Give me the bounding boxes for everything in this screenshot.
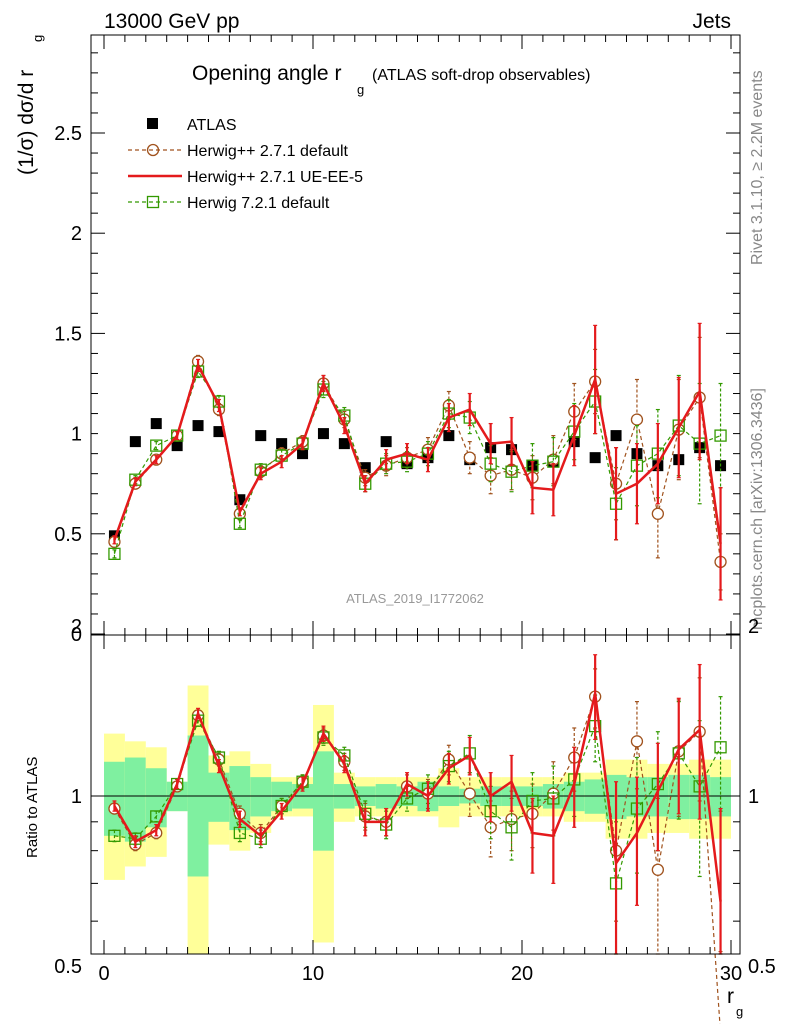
ratio-band-layer <box>104 685 731 954</box>
atlas-data-point <box>150 418 162 430</box>
atlas-data-point <box>610 430 622 442</box>
lower-y-tick-label-right: 0.5 <box>748 956 776 978</box>
ratio-herwig7-point <box>170 777 184 791</box>
herwigpp-default-point <box>651 507 664 520</box>
header-right: Jets <box>692 10 731 33</box>
legend-marker-herwigpp-default <box>146 143 160 157</box>
atlas-data-point <box>359 462 371 474</box>
herwig7-point <box>150 439 163 452</box>
legend-marker-herwig7 <box>146 195 160 209</box>
atlas-data-point <box>338 438 350 450</box>
xlabel: r <box>727 985 734 1008</box>
lower-axes: 0.5 0.51 12 20 10 20 30 <box>54 616 776 985</box>
analysis-id-label: ATLAS_2019_I1772062 <box>346 591 484 606</box>
legend-marker-atlas <box>147 118 158 129</box>
legend: ATLAS Herwig++ 2.7.1 default Herwig++ 2.… <box>128 117 363 212</box>
ratio-herwigpp-ueee5-line <box>113 693 722 902</box>
herwig7-line <box>113 370 721 555</box>
x-tick-label: 10 <box>302 963 324 985</box>
x-tick-label: 30 <box>720 963 742 985</box>
upper-axes: 0 0.5 1 1.5 2 2.5 <box>54 35 740 646</box>
upper-y-tick-label: 0.5 <box>54 524 82 546</box>
upper-ylabel: (1/σ) dσ/d r <box>15 70 38 175</box>
lower-y-tick-label: 2 <box>71 616 82 638</box>
ratio-band-inner <box>187 735 209 877</box>
herwigpp-ueee5-line <box>113 362 722 544</box>
upper-y-tick-label: 2.5 <box>54 123 82 145</box>
ratio-band-inner <box>250 777 272 817</box>
lower-panel-frame <box>90 634 741 955</box>
lower-y-tick-label: 1 <box>71 786 82 808</box>
ratio-band-inner <box>208 772 230 822</box>
atlas-data-point <box>380 436 392 448</box>
herwig7-point <box>714 429 727 442</box>
header-left: 13000 GeV pp <box>104 10 239 33</box>
ratio-herwig7-point <box>108 829 121 842</box>
atlas-data-point <box>171 440 183 452</box>
mcplots-label: mcplots.cern.ch [arXiv:1306.3436] <box>749 388 766 630</box>
ratio-band-inner <box>584 779 606 814</box>
atlas-data-point <box>129 436 141 448</box>
upper-y-tick-label: 2 <box>71 223 82 245</box>
lower-series-layer <box>108 654 727 1024</box>
rivet-version-label: Rivet 3.1.10, ≥ 2.2M events <box>749 70 766 265</box>
xlabel-subscript: g <box>736 1004 743 1019</box>
x-tick-label: 20 <box>511 963 533 985</box>
atlas-data-point <box>192 420 204 432</box>
herwig7-point <box>233 517 247 530</box>
atlas-data-point <box>317 428 329 440</box>
herwigpp-default-point <box>630 413 644 426</box>
legend-label-atlas: ATLAS <box>187 117 237 134</box>
herwigpp-default-point <box>463 451 476 464</box>
chart-title-subscript: g <box>357 82 364 97</box>
atlas-data-point <box>297 448 309 460</box>
chart-title-suffix: (ATLAS soft-drop observables) <box>372 67 590 84</box>
x-tick-label: 0 <box>98 963 109 985</box>
upper-series-layer <box>108 322 727 601</box>
atlas-data-point <box>589 452 601 464</box>
herwigpp-default-line <box>113 359 722 562</box>
legend-label-herwigpp-default: Herwig++ 2.7.1 default <box>187 143 349 160</box>
atlas-data-point <box>443 430 455 442</box>
lower-y-tick-label-right: 1 <box>748 786 759 808</box>
lower-ylabel: Ratio to ATLAS <box>24 757 41 858</box>
ratio-herwigpp-default-point <box>463 787 476 800</box>
atlas-data-point <box>213 426 225 438</box>
atlas-data-point <box>276 438 288 450</box>
ratio-herwig7-point <box>505 821 518 834</box>
ratio-band-inner <box>104 761 125 836</box>
legend-label-herwigpp-ueee5: Herwig++ 2.7.1 UE-EE-5 <box>187 169 363 186</box>
upper-y-tick-label: 1.5 <box>54 323 82 345</box>
ratio-herwig7-point <box>714 741 727 754</box>
ratio-band-inner <box>313 751 334 851</box>
herwig7-point <box>108 547 121 560</box>
lower-y-tick-label: 0.5 <box>54 956 82 978</box>
ratio-herwigpp-default-point <box>651 863 664 876</box>
ratio-band-inner <box>124 757 146 842</box>
upper-ylabel-subscript: g <box>30 35 45 42</box>
atlas-data-point <box>255 430 267 442</box>
ratio-herwigpp-default-point <box>630 735 644 748</box>
lower-y-tick-label-right: 2 <box>748 616 759 638</box>
herwig7-point <box>170 429 184 442</box>
chart-title: Opening angle r <box>192 62 341 85</box>
upper-y-tick-label: 1 <box>71 424 82 446</box>
legend-label-herwig7: Herwig 7.2.1 default <box>187 195 330 212</box>
atlas-data-point <box>234 494 246 506</box>
upper-y-tick-label: 0 <box>71 624 82 646</box>
